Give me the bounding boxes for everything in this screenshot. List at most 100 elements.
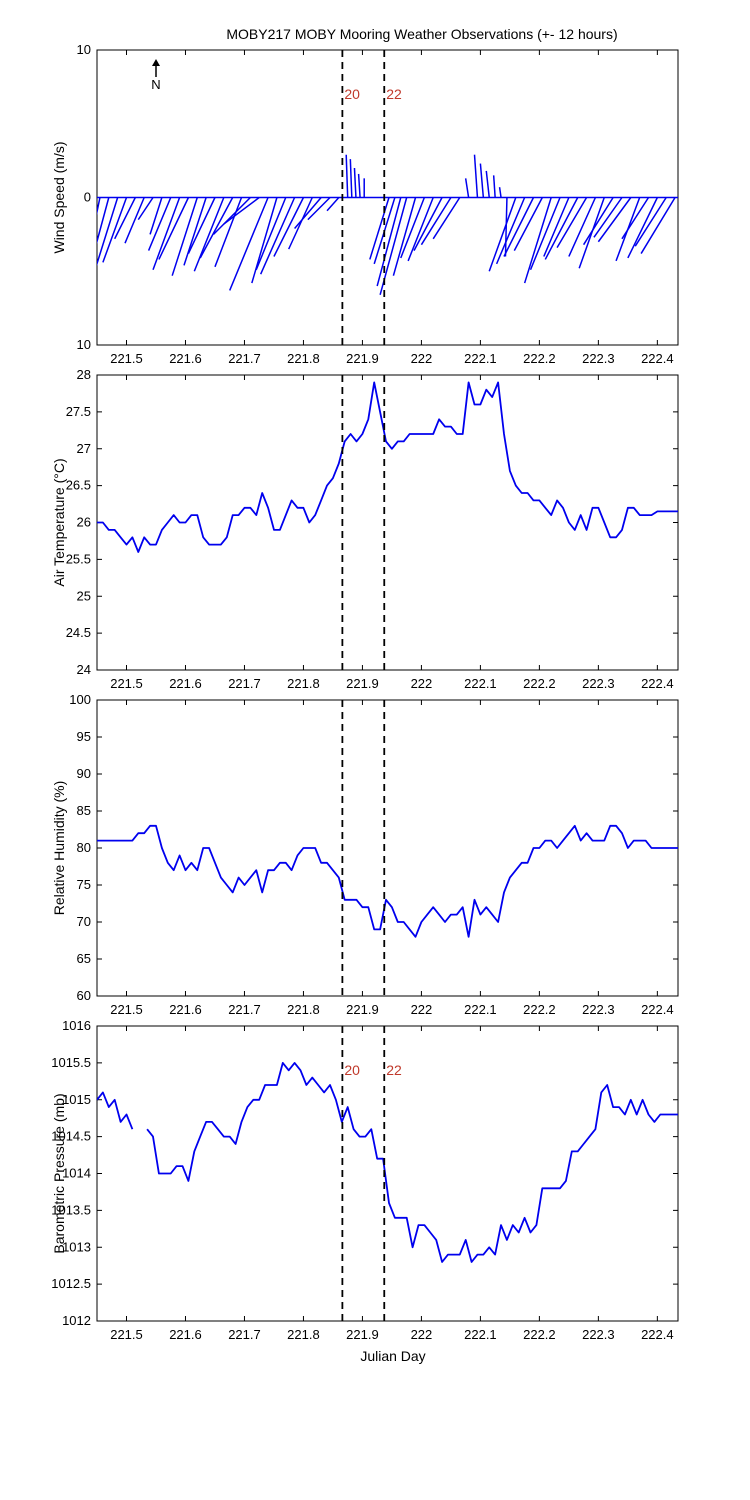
x-tick-label: 221.5: [110, 1002, 143, 1017]
y-tick-label: 80: [77, 840, 91, 855]
x-tick-label: 221.6: [169, 1002, 202, 1017]
wind-stick: [627, 197, 659, 259]
wind-stick: [504, 197, 508, 257]
wind-stick: [357, 173, 361, 198]
wind-stick: [523, 197, 552, 284]
wind-stick: [223, 196, 260, 225]
wind-stick: [326, 197, 340, 212]
wind-stick: [479, 163, 485, 198]
wind-stick: [251, 197, 278, 284]
y-tick-label: 26.5: [66, 478, 91, 493]
x-tick-label: 222.1: [464, 1327, 497, 1342]
wind-stick: [392, 197, 417, 276]
wind-stick: [288, 197, 313, 250]
wind-stick: [229, 197, 269, 291]
wind-stick: [498, 187, 502, 198]
x-tick-label: 222.3: [582, 351, 615, 366]
wind-stick: [255, 197, 287, 271]
wind-stick: [349, 159, 353, 198]
x-tick-label: 221.8: [287, 676, 320, 691]
north-indicator: N: [151, 59, 161, 92]
wind-stick: [543, 197, 570, 257]
y-tick-label: 1012.5: [51, 1276, 91, 1291]
x-tick-label: 222.4: [641, 676, 674, 691]
y-tick-label: 70: [77, 914, 91, 929]
y-tick-label: 75: [77, 877, 91, 892]
wind-stick: [593, 197, 623, 238]
y-tick-label: 0: [84, 190, 91, 205]
wind-stick: [640, 197, 676, 254]
y-tick-label: 1015: [62, 1092, 91, 1107]
x-tick-label: 222.1: [464, 351, 497, 366]
x-tick-label: 222.1: [464, 676, 497, 691]
plot-data: [97, 154, 678, 296]
wind-stick: [259, 197, 296, 275]
y-axis-label: Wind Speed (m/s): [51, 141, 67, 253]
x-tick-label: 222.4: [641, 1327, 674, 1342]
y-tick-label: 24.5: [66, 625, 91, 640]
x-tick-label: 222.2: [523, 1327, 556, 1342]
wind-stick: [503, 197, 535, 257]
time-marker-label: 22: [386, 86, 402, 102]
panel-2: 24 24.5 25 25.5 26 26.5 27 27.5 28 221.5 221.6 221.…: [51, 367, 679, 691]
x-tick-label: 221.7: [228, 351, 261, 366]
y-tick-label: 100: [69, 692, 91, 707]
y-tick-label: 28: [77, 367, 91, 382]
wind-stick: [413, 197, 443, 251]
y-tick-label: 1013: [62, 1239, 91, 1254]
y-tick-label: 27.5: [66, 404, 91, 419]
wind-stick: [400, 197, 426, 259]
x-tick-label: 221.8: [287, 1327, 320, 1342]
y-tick-label: 10: [77, 337, 91, 352]
wind-stick: [152, 197, 181, 271]
wind-stick: [634, 197, 667, 247]
x-tick-label: 221.7: [228, 676, 261, 691]
wind-stick: [273, 197, 305, 257]
wind-stick: [488, 197, 517, 272]
x-tick-label: 221.9: [346, 1327, 379, 1342]
wind-stick: [149, 197, 163, 235]
wind-stick: [187, 197, 216, 254]
wind-stick: [97, 197, 119, 267]
panel-4: 1012 1012.5 1013 1013.5 1014 1014.5 1015 1015.5…: [51, 1018, 679, 1342]
wind-stick: [582, 197, 614, 246]
north-label: N: [151, 77, 160, 92]
y-tick-label: 25: [77, 588, 91, 603]
x-tick-label: 222: [411, 1002, 433, 1017]
wind-stick: [147, 197, 172, 251]
wind-stick: [183, 197, 207, 266]
wind-stick: [214, 197, 243, 268]
wind-stick: [544, 197, 579, 260]
y-tick-label: 1012: [62, 1313, 91, 1328]
wind-stick: [97, 197, 110, 245]
x-tick-label: 222.2: [523, 1002, 556, 1017]
wind-stick: [124, 197, 145, 244]
time-marker-label: 20: [344, 86, 360, 102]
north-arrowhead-icon: [152, 59, 160, 66]
x-tick-label: 222.4: [641, 351, 674, 366]
wind-stick: [473, 154, 479, 198]
wind-stick: [114, 197, 137, 240]
y-tick-label: 60: [77, 988, 91, 1003]
x-tick-label: 222.2: [523, 676, 556, 691]
y-tick-label: 1013.5: [51, 1202, 91, 1217]
wind-stick: [621, 197, 650, 240]
x-tick-label: 222.3: [582, 676, 615, 691]
plot-data: [97, 824, 678, 938]
wind-stick: [137, 197, 154, 221]
wind-stick: [420, 197, 452, 246]
x-tick-label: 222: [411, 351, 433, 366]
wind-stick: [158, 197, 190, 260]
wind-stick: [492, 175, 496, 198]
y-axis-label: Air Temperature (°C): [51, 458, 67, 586]
y-tick-label: 1015.5: [51, 1055, 91, 1070]
x-tick-label: 221.9: [346, 1002, 379, 1017]
x-tick-label: 222.3: [582, 1327, 615, 1342]
wind-stick: [556, 197, 588, 249]
y-tick-label: 85: [77, 803, 91, 818]
x-tick-label: 222: [411, 1327, 433, 1342]
x-axis-label: Julian Day: [360, 1348, 425, 1364]
wind-stick: [307, 196, 331, 221]
y-tick-label: 10: [77, 42, 91, 57]
